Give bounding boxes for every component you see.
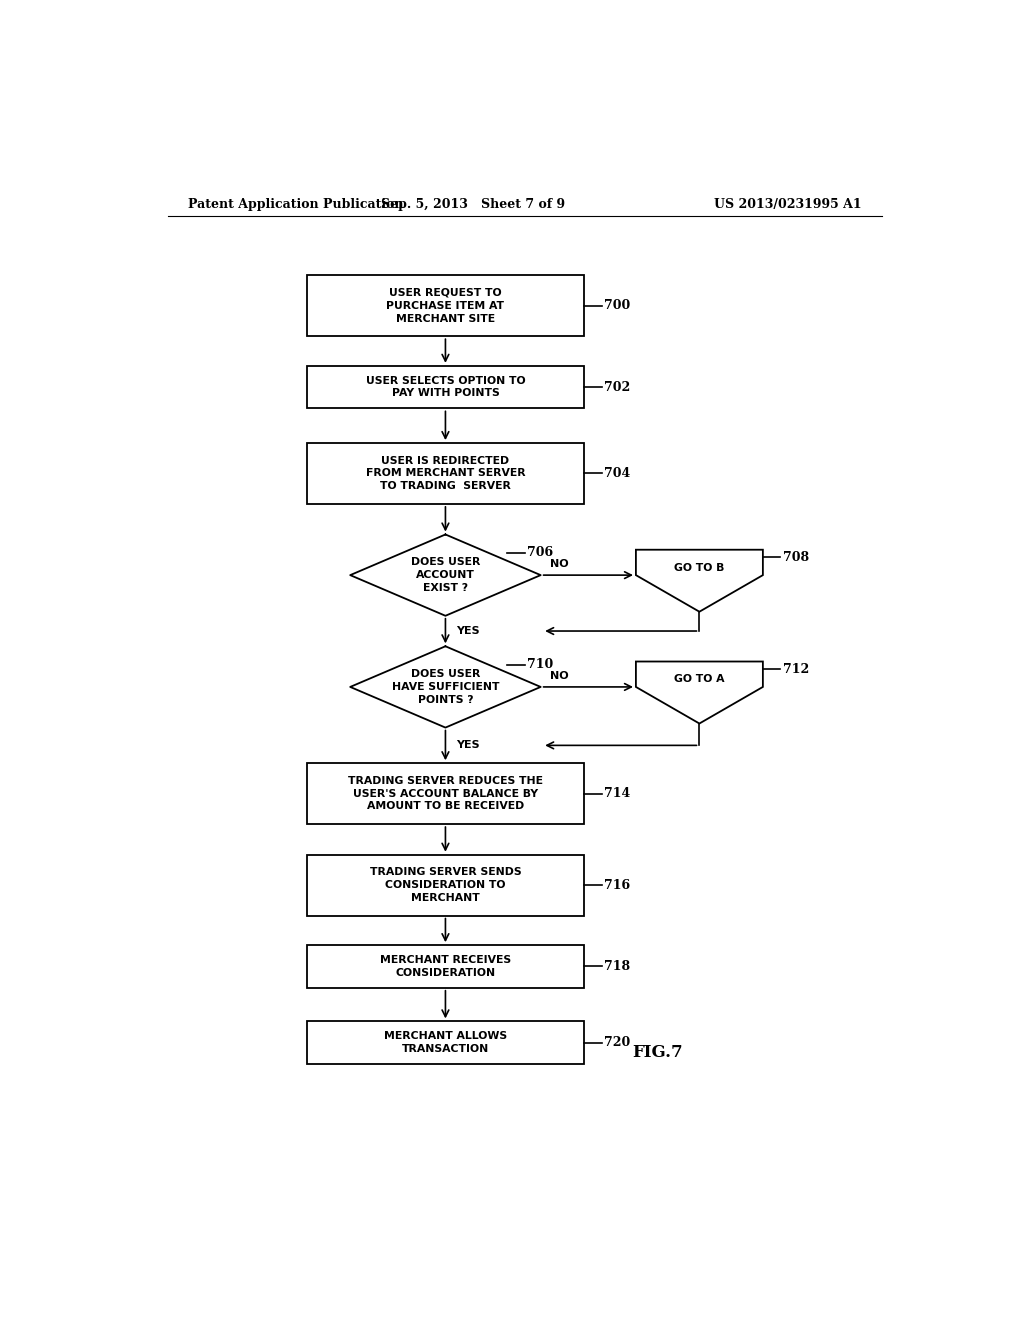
Text: 718: 718 bbox=[604, 960, 631, 973]
Text: 704: 704 bbox=[604, 467, 631, 480]
Polygon shape bbox=[350, 535, 541, 616]
Polygon shape bbox=[636, 549, 763, 611]
Text: YES: YES bbox=[456, 741, 479, 750]
Text: 712: 712 bbox=[782, 663, 809, 676]
Polygon shape bbox=[636, 661, 763, 723]
Text: 702: 702 bbox=[604, 380, 631, 393]
Text: GO TO A: GO TO A bbox=[674, 675, 725, 684]
Text: 720: 720 bbox=[604, 1036, 631, 1049]
Text: 714: 714 bbox=[604, 787, 631, 800]
Text: MERCHANT RECEIVES
CONSIDERATION: MERCHANT RECEIVES CONSIDERATION bbox=[380, 956, 511, 978]
Text: TRADING SERVER SENDS
CONSIDERATION TO
MERCHANT: TRADING SERVER SENDS CONSIDERATION TO ME… bbox=[370, 867, 521, 903]
FancyBboxPatch shape bbox=[306, 1022, 585, 1064]
FancyBboxPatch shape bbox=[306, 854, 585, 916]
Text: 708: 708 bbox=[782, 550, 809, 564]
Text: DOES USER
ACCOUNT
EXIST ?: DOES USER ACCOUNT EXIST ? bbox=[411, 557, 480, 593]
Text: USER IS REDIRECTED
FROM MERCHANT SERVER
TO TRADING  SERVER: USER IS REDIRECTED FROM MERCHANT SERVER … bbox=[366, 455, 525, 491]
Text: 710: 710 bbox=[527, 659, 553, 671]
Text: YES: YES bbox=[456, 626, 479, 636]
Text: NO: NO bbox=[550, 671, 568, 681]
Text: TRADING SERVER REDUCES THE
USER'S ACCOUNT BALANCE BY
AMOUNT TO BE RECEIVED: TRADING SERVER REDUCES THE USER'S ACCOUN… bbox=[348, 776, 543, 812]
Text: GO TO B: GO TO B bbox=[674, 562, 725, 573]
Text: US 2013/0231995 A1: US 2013/0231995 A1 bbox=[715, 198, 862, 211]
Text: FIG.7: FIG.7 bbox=[632, 1044, 683, 1061]
Text: MERCHANT ALLOWS
TRANSACTION: MERCHANT ALLOWS TRANSACTION bbox=[384, 1031, 507, 1055]
FancyBboxPatch shape bbox=[306, 945, 585, 987]
Text: USER REQUEST TO
PURCHASE ITEM AT
MERCHANT SITE: USER REQUEST TO PURCHASE ITEM AT MERCHAN… bbox=[386, 288, 505, 323]
Text: NO: NO bbox=[550, 558, 568, 569]
Text: DOES USER
HAVE SUFFICIENT
POINTS ?: DOES USER HAVE SUFFICIENT POINTS ? bbox=[392, 669, 499, 705]
Text: 706: 706 bbox=[527, 546, 553, 560]
FancyBboxPatch shape bbox=[306, 366, 585, 408]
Text: 716: 716 bbox=[604, 879, 631, 891]
Text: Patent Application Publication: Patent Application Publication bbox=[187, 198, 403, 211]
FancyBboxPatch shape bbox=[306, 763, 585, 824]
Text: USER SELECTS OPTION TO
PAY WITH POINTS: USER SELECTS OPTION TO PAY WITH POINTS bbox=[366, 376, 525, 399]
FancyBboxPatch shape bbox=[306, 276, 585, 337]
Polygon shape bbox=[350, 647, 541, 727]
Text: 700: 700 bbox=[604, 300, 631, 313]
FancyBboxPatch shape bbox=[306, 444, 585, 504]
Text: Sep. 5, 2013   Sheet 7 of 9: Sep. 5, 2013 Sheet 7 of 9 bbox=[381, 198, 565, 211]
